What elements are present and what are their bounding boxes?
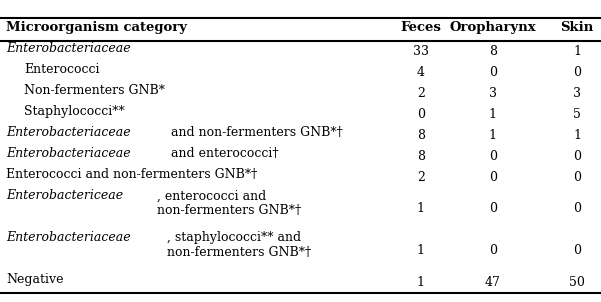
Text: Skin: Skin [560, 21, 594, 34]
Text: Feces: Feces [400, 21, 441, 34]
Text: 47: 47 [485, 276, 501, 289]
Text: 0: 0 [573, 244, 581, 257]
Text: 1: 1 [573, 45, 581, 58]
Text: 1: 1 [573, 129, 581, 142]
Text: 0: 0 [489, 244, 497, 257]
Text: 1: 1 [416, 244, 425, 257]
Text: 0: 0 [573, 202, 581, 215]
Text: 0: 0 [489, 150, 497, 163]
Text: 8: 8 [489, 45, 497, 58]
Text: Enterococci and non-fermenters GNB*†: Enterococci and non-fermenters GNB*† [6, 169, 257, 182]
Text: Negative: Negative [6, 273, 64, 286]
Text: 1: 1 [489, 108, 497, 121]
Text: and non-fermenters GNB*†: and non-fermenters GNB*† [167, 126, 343, 139]
Text: 0: 0 [573, 66, 581, 79]
Text: Oropharynx: Oropharynx [450, 21, 536, 34]
Text: Enterococci: Enterococci [24, 63, 100, 76]
Text: 50: 50 [569, 276, 585, 289]
Text: 2: 2 [416, 87, 425, 100]
Text: 1: 1 [416, 276, 425, 289]
Text: 0: 0 [489, 202, 497, 215]
Text: Enterobacteriaceae: Enterobacteriaceae [6, 147, 130, 160]
Text: 33: 33 [413, 45, 429, 58]
Text: 8: 8 [416, 150, 425, 163]
Text: 8: 8 [416, 129, 425, 142]
Text: 1: 1 [416, 202, 425, 215]
Text: 1: 1 [489, 129, 497, 142]
Text: 4: 4 [416, 66, 425, 79]
Text: Enterobacteriaceae: Enterobacteriaceae [6, 126, 130, 139]
Text: 0: 0 [489, 171, 497, 184]
Text: 5: 5 [573, 108, 581, 121]
Text: Microorganism category: Microorganism category [6, 21, 187, 34]
Text: Enterobacteriaceae: Enterobacteriaceae [6, 231, 130, 244]
Text: , enterococci and
non-fermenters GNB*†: , enterococci and non-fermenters GNB*† [157, 189, 301, 217]
Text: 0: 0 [573, 171, 581, 184]
Text: and enterococci†: and enterococci† [167, 147, 278, 160]
Text: Non-fermenters GNB*: Non-fermenters GNB* [24, 84, 165, 97]
Text: 2: 2 [416, 171, 425, 184]
Text: 0: 0 [573, 150, 581, 163]
Text: , staphylococci** and
non-fermenters GNB*†: , staphylococci** and non-fermenters GNB… [167, 231, 311, 259]
Text: 3: 3 [573, 87, 581, 100]
Text: 0: 0 [489, 66, 497, 79]
Text: Enterobacteriaceae: Enterobacteriaceae [6, 42, 130, 55]
Text: 3: 3 [489, 87, 497, 100]
Text: Enterobactericeae: Enterobactericeae [6, 189, 123, 202]
Text: Staphylococci**: Staphylococci** [24, 105, 125, 118]
Text: 0: 0 [416, 108, 425, 121]
